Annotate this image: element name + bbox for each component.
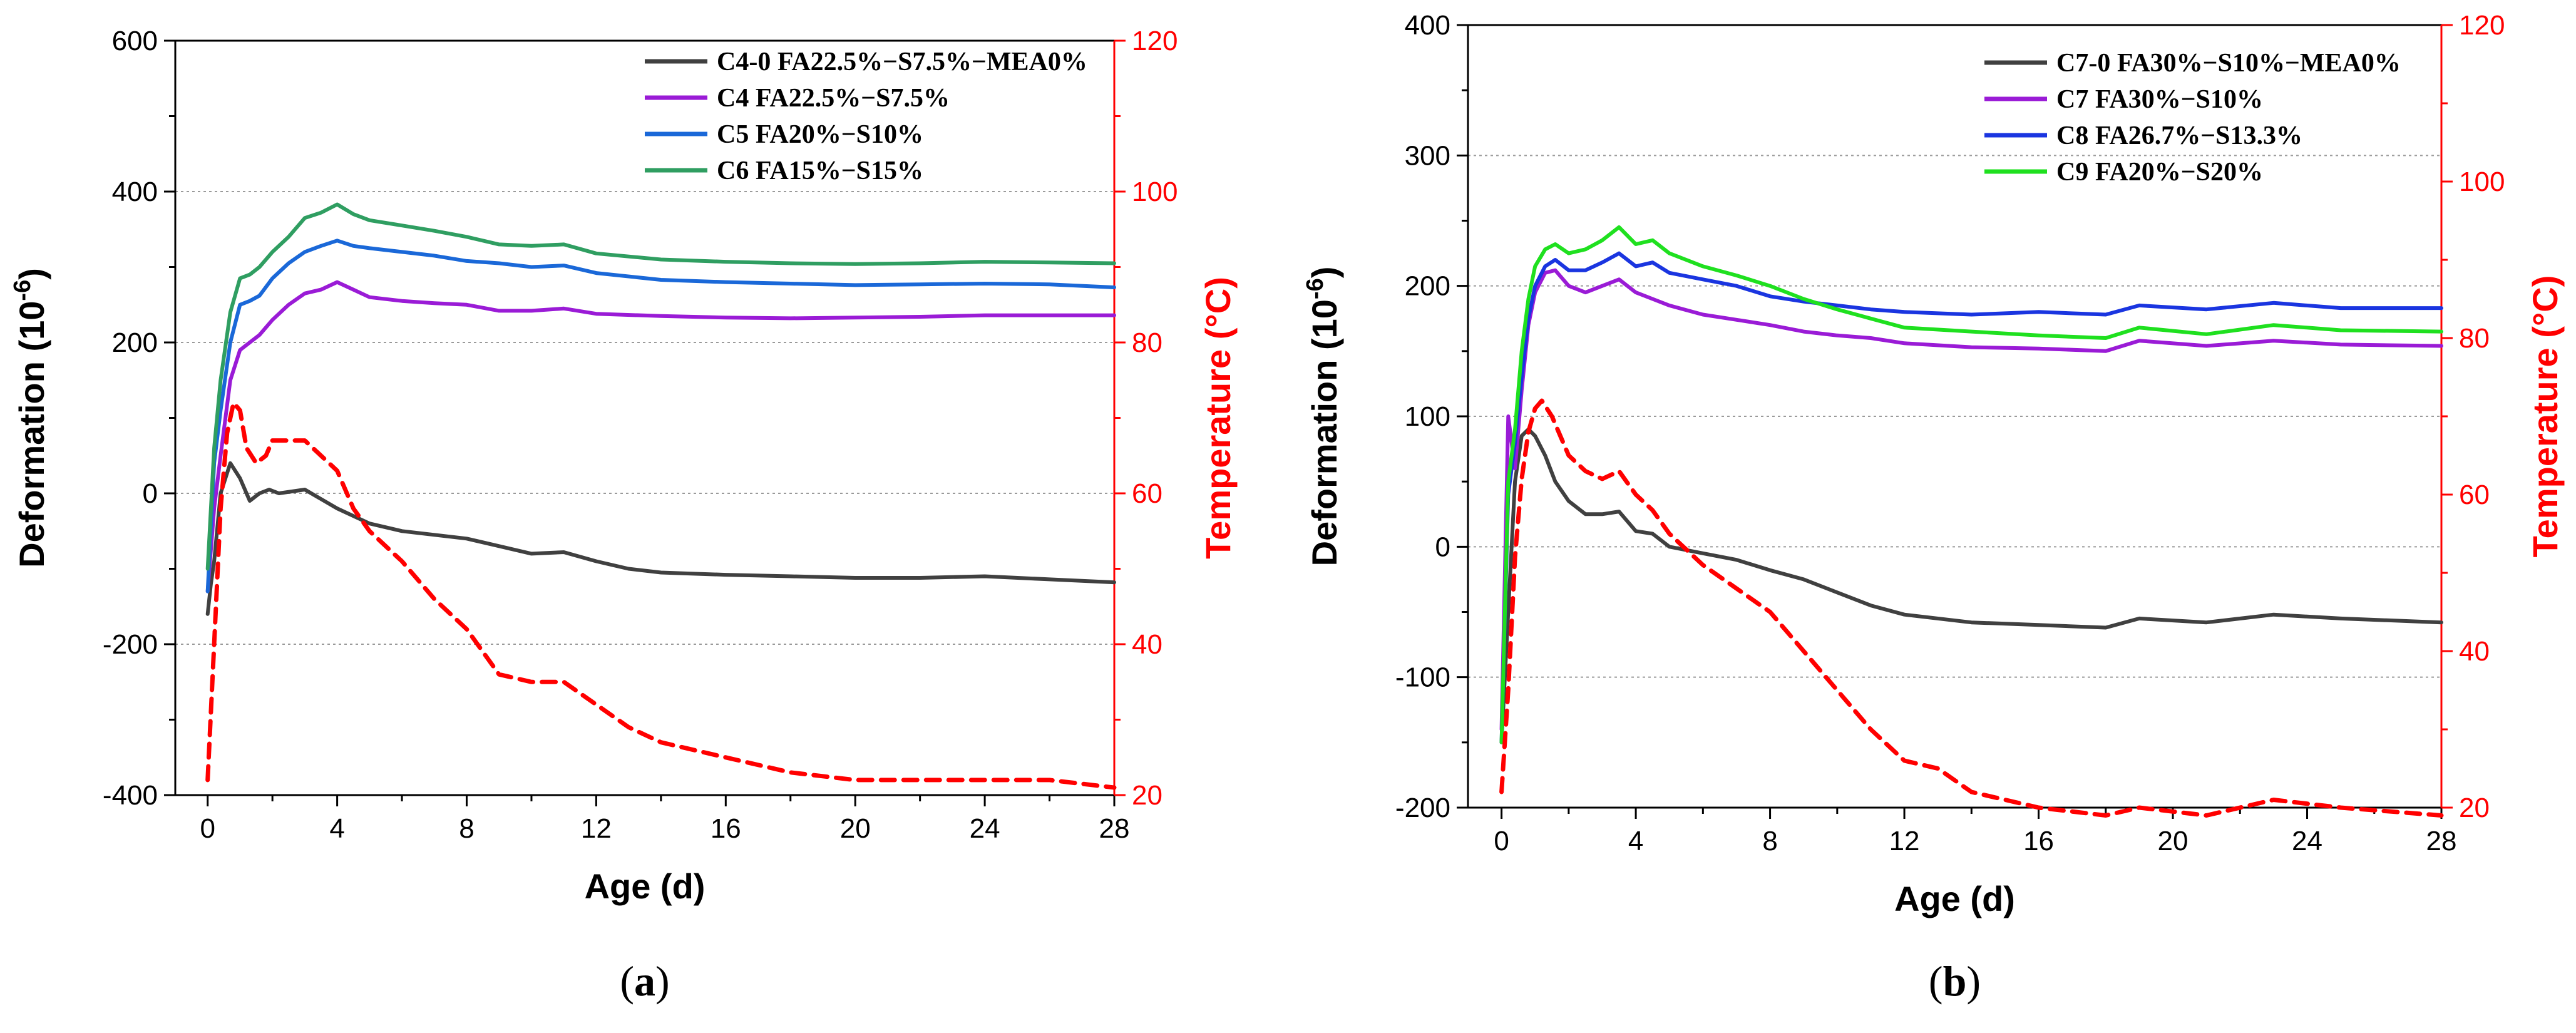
panel-label: (a) [620,957,669,1005]
series-line-2 [205,239,1116,594]
chart-panel-a: 0 4 8 12 16 20 24 28 -400 -200 0 200 400 600 20 40 60 80 1… [9,26,1238,1005]
y2-tick-label: 60 [2459,480,2490,510]
y-tick-label: 400 [1405,10,1450,41]
legend-label: C9 FA20%−S20% [2056,158,2263,187]
x-tick-label: 8 [459,813,474,844]
x-tick-label: 24 [2292,826,2322,856]
x-tick-label: 4 [1628,826,1643,856]
y2-tick-label: 100 [2459,167,2505,197]
x-tick-label: 0 [200,813,215,844]
y-axis-title: Deformation (10-6) [1302,267,1344,567]
y2-tick-label: 100 [1132,177,1178,207]
x-tick-label: 20 [2158,826,2189,856]
x-tick-label: 16 [711,813,741,844]
y-axis-title-main: Deformation (10 [12,301,51,568]
y-tick-label: 600 [112,26,158,56]
series-line-2 [1499,251,2443,744]
x-axis-title: Age (d) [1894,879,2015,918]
temperature-series-line [205,400,1117,790]
legend-label: C4-0 FA22.5%−S7.5%−MEA0% [717,48,1087,76]
series-line-0 [205,461,1116,616]
x-tick-label: 12 [1889,826,1920,856]
series-line-3 [1499,225,2443,744]
y2-tick-label: 80 [2459,323,2490,354]
x-tick-label: 8 [1762,826,1777,856]
panel-label-close: ) [655,957,670,1005]
y-tick-label: 400 [112,177,158,207]
x-axis-title: Age (d) [585,866,706,906]
y-axis-title-main: Deformation (10 [1305,299,1344,566]
y2-tick-label: 20 [2459,793,2490,823]
x-tick-label: 16 [2023,826,2054,856]
y2-tick-label: 40 [1132,629,1162,660]
y2-tick-label: 20 [1132,780,1162,811]
panel-label-open: ( [620,957,634,1005]
panel-label-letter: a [634,957,655,1005]
x-tick-label: 28 [1099,813,1130,844]
y-tick-label: -200 [103,629,158,660]
legend-label: C7 FA30%−S10% [2056,85,2263,114]
legend-label: C6 FA15%−S15% [717,157,923,185]
x-tick-label: 0 [1494,826,1509,856]
x-tick-label: 12 [581,813,612,844]
chart-panel-b: 0 4 8 12 16 20 24 28 -200 -100 0 100 200 300 400 20 40 60… [1302,10,2565,1005]
x-tick-label: 20 [840,813,871,844]
x-tick-label: 4 [329,813,344,844]
y-axis-title-close: ) [12,268,51,280]
temperature-series-line [1499,398,2444,818]
y-tick-label: 0 [1435,532,1450,562]
legend-label: C8 FA26.7%−S13.3% [2056,121,2302,150]
y2-tick-label: 80 [1132,327,1162,358]
y2-tick-label: 40 [2459,636,2490,667]
x-tick-label: 28 [2426,826,2457,856]
series-line-0 [1499,427,2443,744]
legend-label: C4 FA22.5%−S7.5% [717,84,950,113]
y-axis-title: Deformation (10-6) [9,268,51,568]
y-tick-label: 200 [112,327,158,358]
panel-label: (b) [1929,957,1981,1005]
y-tick-label: 100 [1405,401,1450,432]
y-tick-label: -400 [103,780,158,811]
y-tick-label: -200 [1395,793,1450,823]
legend-label: C5 FA20%−S10% [717,120,923,149]
series-line-3 [205,202,1116,571]
y-tick-label: 200 [1405,271,1450,302]
y2-axis-title: Temperature (°C) [2525,275,2565,558]
panel-label-close: ) [1966,957,1981,1005]
y2-tick-label: 120 [2459,10,2505,41]
y2-tick-label: 120 [1132,26,1178,56]
panel-label-open: ( [1929,957,1943,1005]
y-axis-title-exponent: -6 [9,280,36,301]
legend-label: C7-0 FA30%−S10%−MEA0% [2056,49,2401,78]
y-tick-label: 0 [143,478,158,509]
y-tick-label: 300 [1405,140,1450,171]
y2-axis-title: Temperature (°C) [1198,277,1238,559]
y-tick-label: -100 [1395,662,1450,693]
y-axis-title-exponent: -6 [1302,278,1328,299]
x-tick-label: 24 [970,813,1000,844]
y-axis-title-close: ) [1305,267,1344,279]
series-line-1 [205,280,1116,594]
panel-label-letter: b [1943,957,1967,1005]
y2-tick-label: 60 [1132,478,1162,509]
